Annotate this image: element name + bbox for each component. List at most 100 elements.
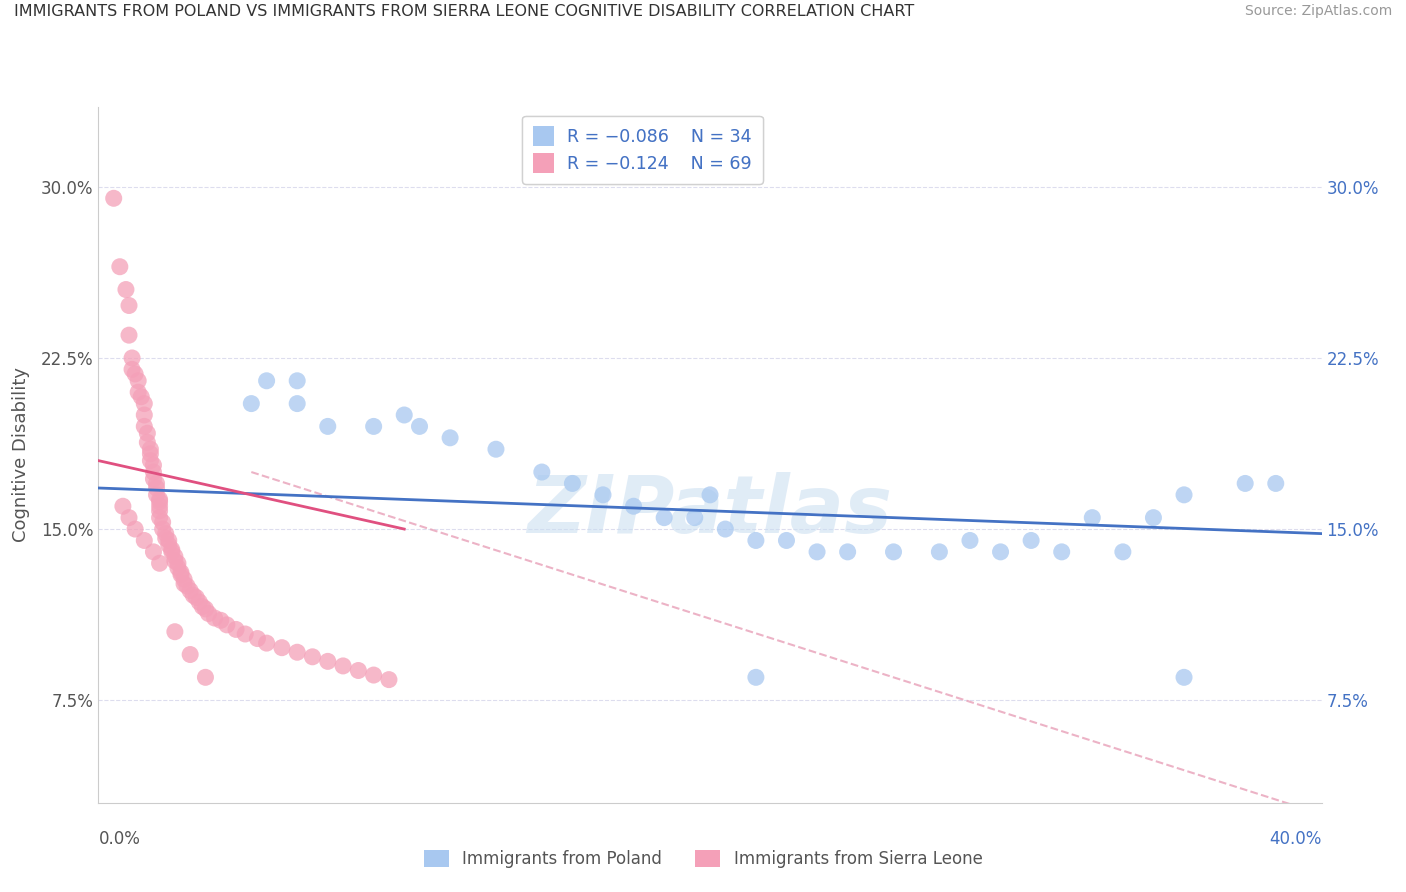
Point — [163, 624, 186, 639]
Point — [139, 447, 162, 461]
Point — [118, 328, 141, 343]
Point — [149, 504, 172, 518]
Point — [167, 561, 190, 575]
Point — [149, 500, 172, 514]
Point — [301, 649, 323, 664]
Point — [316, 419, 339, 434]
Point — [136, 426, 159, 441]
Point — [142, 472, 165, 486]
Legend: Immigrants from Poland, Immigrants from Sierra Leone: Immigrants from Poland, Immigrants from … — [418, 843, 988, 875]
Point — [652, 510, 675, 524]
Point — [332, 659, 354, 673]
Point — [1173, 488, 1195, 502]
Point — [347, 664, 370, 678]
Point — [316, 654, 339, 668]
Point — [108, 260, 131, 274]
Point — [806, 545, 828, 559]
Point — [408, 419, 430, 434]
Point — [152, 522, 174, 536]
Point — [256, 636, 278, 650]
Point — [439, 431, 461, 445]
Point — [215, 618, 238, 632]
Point — [592, 488, 614, 502]
Point — [179, 648, 201, 662]
Point — [256, 374, 278, 388]
Point — [152, 515, 174, 529]
Point — [188, 595, 211, 609]
Point — [285, 396, 308, 410]
Point — [240, 396, 263, 410]
Point — [155, 526, 177, 541]
Point — [145, 481, 167, 495]
Point — [176, 579, 198, 593]
Point — [127, 385, 149, 400]
Point — [139, 453, 162, 467]
Point — [173, 572, 195, 586]
Y-axis label: Cognitive Disability: Cognitive Disability — [11, 368, 30, 542]
Point — [139, 442, 162, 457]
Point — [134, 408, 156, 422]
Point — [142, 458, 165, 473]
Point — [363, 668, 385, 682]
Point — [163, 549, 186, 564]
Point — [155, 531, 177, 545]
Text: ZIPatlas: ZIPatlas — [527, 472, 893, 549]
Point — [121, 362, 143, 376]
Point — [378, 673, 401, 687]
Point — [204, 611, 226, 625]
Point — [167, 556, 190, 570]
Point — [837, 545, 859, 559]
Point — [111, 500, 134, 514]
Point — [209, 613, 232, 627]
Point — [363, 419, 385, 434]
Point — [186, 591, 208, 605]
Point — [1081, 510, 1104, 524]
Point — [699, 488, 721, 502]
Point — [157, 533, 180, 548]
Point — [1112, 545, 1135, 559]
Point — [134, 396, 156, 410]
Point — [1142, 510, 1164, 524]
Point — [142, 465, 165, 479]
Point — [745, 670, 768, 684]
Point — [134, 533, 156, 548]
Point — [173, 576, 195, 591]
Point — [745, 533, 768, 548]
Point — [181, 588, 204, 602]
Point — [194, 670, 217, 684]
Point — [959, 533, 981, 548]
Point — [683, 510, 706, 524]
Point — [149, 510, 172, 524]
Point — [194, 602, 217, 616]
Point — [1173, 670, 1195, 684]
Point — [145, 476, 167, 491]
Point — [124, 367, 146, 381]
Point — [775, 533, 797, 548]
Text: Source: ZipAtlas.com: Source: ZipAtlas.com — [1244, 4, 1392, 19]
Point — [115, 283, 138, 297]
Point — [561, 476, 583, 491]
Point — [163, 554, 186, 568]
Text: 0.0%: 0.0% — [98, 830, 141, 848]
Point — [142, 545, 165, 559]
Point — [136, 435, 159, 450]
Point — [233, 627, 256, 641]
Text: IMMIGRANTS FROM POLAND VS IMMIGRANTS FROM SIERRA LEONE COGNITIVE DISABILITY CORR: IMMIGRANTS FROM POLAND VS IMMIGRANTS FRO… — [14, 4, 914, 20]
Point — [392, 408, 416, 422]
Point — [990, 545, 1012, 559]
Point — [285, 645, 308, 659]
Point — [485, 442, 508, 457]
Point — [160, 545, 183, 559]
Point — [103, 191, 125, 205]
Point — [285, 374, 308, 388]
Point — [160, 542, 183, 557]
Point — [124, 522, 146, 536]
Point — [118, 298, 141, 312]
Point — [197, 607, 219, 621]
Legend: R = −0.086    N = 34, R = −0.124    N = 69: R = −0.086 N = 34, R = −0.124 N = 69 — [523, 116, 762, 184]
Point — [149, 494, 172, 508]
Point — [149, 556, 172, 570]
Point — [157, 538, 180, 552]
Point — [170, 567, 193, 582]
Point — [170, 566, 193, 580]
